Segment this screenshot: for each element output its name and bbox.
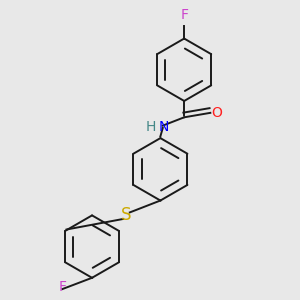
Text: F: F [58,280,66,294]
Text: N: N [158,120,169,134]
Text: H: H [146,120,156,134]
Text: S: S [121,206,131,224]
Text: F: F [180,8,188,22]
Text: O: O [212,106,222,120]
